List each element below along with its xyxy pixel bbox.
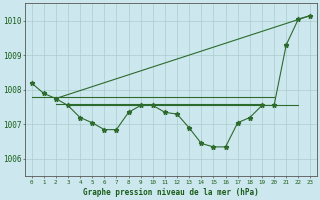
X-axis label: Graphe pression niveau de la mer (hPa): Graphe pression niveau de la mer (hPa) [83,188,259,197]
